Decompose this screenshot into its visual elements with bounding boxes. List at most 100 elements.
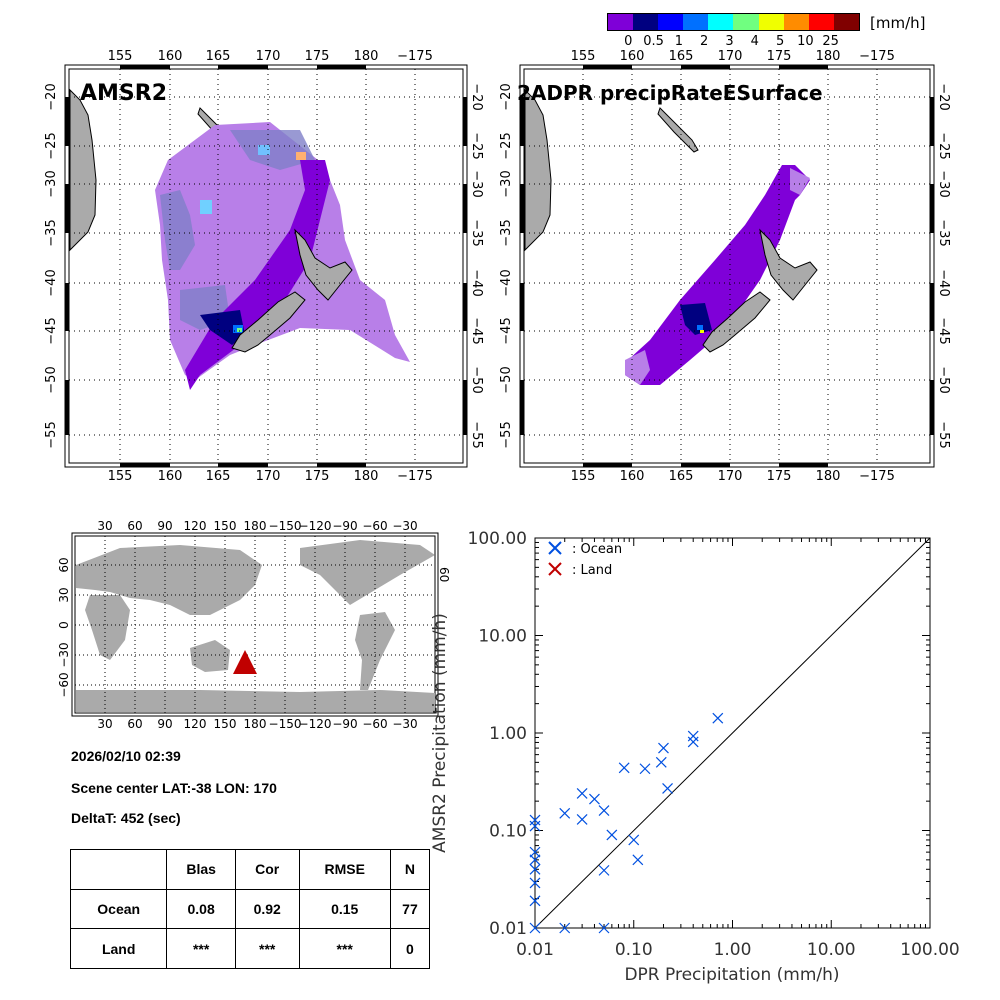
lat-label: −25 bbox=[469, 132, 484, 159]
lon-label: 160 bbox=[620, 49, 645, 64]
world-map: 30 60 90 120 150 180 −150−120 −90 −60 −30 30 60 90 1… bbox=[57, 519, 450, 731]
colorbar-unit: [mm/h] bbox=[870, 14, 926, 32]
lat-label: −55 bbox=[469, 421, 484, 448]
lon-label: 175 bbox=[767, 49, 792, 64]
legend-label: : Land bbox=[572, 563, 612, 578]
colorbar-swatch bbox=[758, 14, 784, 30]
border-segment bbox=[779, 65, 828, 69]
border-segment bbox=[317, 463, 366, 467]
lon-label: −175 bbox=[397, 49, 433, 64]
x-tick-label: 10.00 bbox=[807, 940, 856, 960]
lon-label: 150 bbox=[214, 519, 237, 533]
data-point bbox=[598, 864, 610, 876]
row-label: Land bbox=[69, 928, 168, 969]
land-australia bbox=[524, 88, 552, 252]
lon-label: 180 bbox=[244, 519, 267, 533]
one-to-one-line bbox=[534, 537, 931, 929]
lon-label: 150 bbox=[214, 717, 237, 731]
border-segment bbox=[583, 463, 632, 467]
lat-label: −40 bbox=[44, 269, 59, 296]
lat-label: −25 bbox=[936, 132, 951, 159]
lat-labels-left: −20 −25 −30 −35 −40 −45 −50 −55 bbox=[44, 83, 59, 448]
lat-label: −55 bbox=[499, 421, 514, 448]
lat-label: −35 bbox=[936, 219, 951, 246]
lat-label: −50 bbox=[44, 366, 59, 393]
lat-label: −35 bbox=[469, 219, 484, 246]
data-point bbox=[639, 763, 651, 775]
x-tick-label: 100.00 bbox=[900, 940, 959, 960]
lat-label: 30 bbox=[57, 587, 71, 602]
lat-label: −45 bbox=[936, 317, 951, 344]
y-tick-label: 0.01 bbox=[489, 919, 527, 939]
land-new-zealand-north bbox=[294, 228, 353, 301]
table-cell: 0.08 bbox=[166, 888, 236, 930]
lon-labels-bottom: 30 60 90 120 150 180 −150−120 −90 −60 −30 bbox=[97, 717, 417, 731]
lon-labels-top: 155 160 165 170 175 180 −175 bbox=[571, 49, 895, 64]
map-title: AMSR2 bbox=[80, 81, 167, 106]
border-segment bbox=[930, 184, 934, 233]
colorbar-tick-label: 10 bbox=[797, 34, 814, 49]
data-point bbox=[687, 736, 699, 748]
data-point bbox=[529, 846, 541, 858]
header-cell: N bbox=[389, 849, 431, 890]
lat-label: −45 bbox=[44, 317, 59, 344]
border-segment bbox=[681, 65, 730, 69]
lon-labels-bottom: 155 160 165 170 175 180 −175 bbox=[571, 469, 895, 484]
table-cell: 0.92 bbox=[234, 888, 300, 930]
x-tick-label: 0.10 bbox=[615, 940, 653, 960]
lon-label: −60 bbox=[362, 519, 387, 533]
land-new-caledonia bbox=[657, 107, 699, 153]
data-point bbox=[598, 922, 610, 934]
lat-label: −20 bbox=[936, 83, 951, 110]
lon-label: −60 bbox=[362, 717, 387, 731]
x-tick-label: 1.00 bbox=[714, 940, 752, 960]
lon-label: 90 bbox=[157, 519, 172, 533]
lat-label: −25 bbox=[44, 132, 59, 159]
data-point bbox=[628, 834, 640, 846]
lat-label: −35 bbox=[499, 219, 514, 246]
lat-label: −30 bbox=[936, 170, 951, 197]
lon-label: 90 bbox=[157, 717, 172, 731]
scene-center: Scene center LAT:-38 LON: 170 bbox=[71, 780, 277, 796]
lon-label: 120 bbox=[184, 717, 207, 731]
table-cell: *** bbox=[298, 928, 391, 969]
lat-label: −60 bbox=[57, 672, 71, 697]
lon-label: 30 bbox=[97, 717, 112, 731]
data-point bbox=[618, 762, 630, 774]
lat-label: −30 bbox=[57, 642, 71, 667]
border-segment bbox=[463, 97, 467, 146]
border-segment bbox=[120, 463, 170, 467]
x-axis-label: DPR Precipitation (mm/h) bbox=[624, 965, 839, 985]
legend-label: : Ocean bbox=[572, 542, 622, 557]
lon-labels-top: 30 60 90 120 150 180 −150−120 −90 −60 −30 bbox=[97, 519, 417, 533]
map-grid bbox=[520, 65, 934, 467]
lon-label: −120 bbox=[299, 717, 332, 731]
lon-label: −150 bbox=[269, 519, 302, 533]
lon-label: 170 bbox=[256, 469, 281, 484]
lat-label: −25 bbox=[499, 132, 514, 159]
lon-label: 120 bbox=[184, 519, 207, 533]
colorbar-swatch bbox=[608, 14, 634, 30]
lat-label: −20 bbox=[44, 83, 59, 110]
colorbar-swatch bbox=[633, 14, 659, 30]
data-point bbox=[529, 814, 541, 826]
lon-label: 155 bbox=[108, 469, 133, 484]
stats-table: Blas Cor RMSE N Ocean 0.08 0.92 0.15 77 … bbox=[69, 849, 431, 969]
data-point bbox=[658, 742, 669, 754]
colorbar-swatch bbox=[658, 14, 684, 30]
border-segment bbox=[779, 463, 828, 467]
data-point bbox=[529, 877, 541, 889]
lat-label: 60 bbox=[57, 557, 71, 572]
lon-label: 180 bbox=[816, 469, 841, 484]
border-segment bbox=[463, 380, 467, 435]
lat-label: −45 bbox=[469, 317, 484, 344]
lat-labels-right: −20 −25 −30 −35 −40 −45 −50 −55 bbox=[936, 83, 951, 448]
lon-labels-top: 155 160 165 170 175 180 −175 bbox=[108, 49, 433, 64]
colorbar-swatch bbox=[808, 14, 834, 30]
data-point bbox=[687, 730, 699, 742]
lon-label: 160 bbox=[158, 49, 183, 64]
data-point bbox=[576, 813, 588, 825]
lat-label: −50 bbox=[469, 366, 484, 393]
lat-label: −20 bbox=[499, 83, 514, 110]
border-segment bbox=[463, 283, 467, 331]
